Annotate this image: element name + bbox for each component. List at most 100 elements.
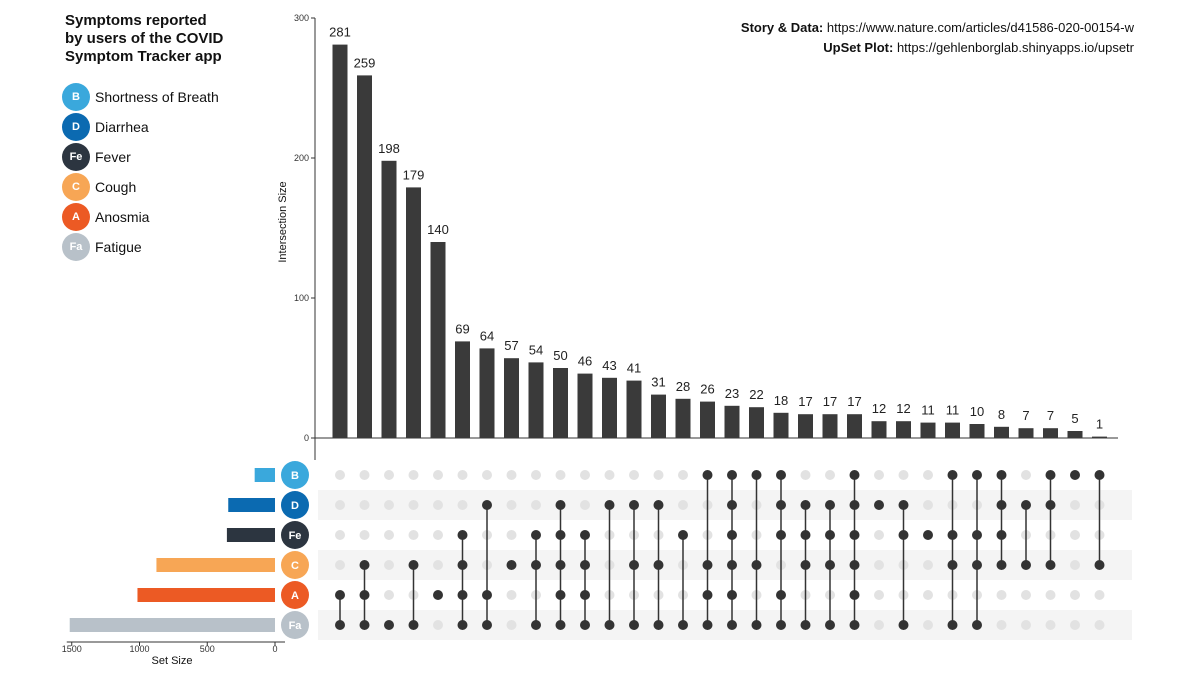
matrix-dot-inactive [1045,590,1056,600]
matrix-dot-active [702,560,713,570]
intersection-bar [651,394,666,438]
matrix-dot-active [359,620,370,630]
upset-credit: UpSet Plot: https://gehlenborglab.shinya… [741,38,1134,58]
matrix-row-band [318,550,1132,580]
set-badge-label: C [291,560,299,572]
matrix-dot-inactive [457,500,468,510]
matrix-dot-inactive [629,470,639,480]
intersection-bar [455,341,470,438]
legend-label: Fever [95,149,131,165]
legend: B Shortness of Breath D Diarrhea Fe Fever C Cou… [62,82,219,262]
bar-value-label: 7 [1047,408,1054,423]
matrix-dot-inactive [433,470,443,480]
set-badge-label: B [291,470,299,482]
matrix-dot-inactive [384,530,394,540]
matrix-dot-active [580,620,590,630]
matrix-dot-active [849,500,860,510]
intersection-bar [1092,436,1107,438]
intersection-bar [945,422,960,438]
matrix-dot-active [555,530,566,540]
legend-badge: Fa [62,233,90,261]
set-size-tick-label: 500 [200,644,215,654]
matrix-dot-inactive [531,470,541,480]
matrix-dot-inactive [923,500,933,510]
matrix-dot-active [1021,560,1031,570]
matrix-dot-active [874,500,884,510]
matrix-dot-inactive [506,470,517,480]
matrix-dot-active [776,470,786,480]
set-badge-label: D [291,500,299,512]
matrix-dot-active [996,470,1007,480]
upset-url[interactable]: https://gehlenborglab.shinyapps.io/upset… [896,40,1134,55]
matrix-dot-inactive [996,620,1007,630]
matrix-dot-active [629,620,639,630]
bar-value-label: 259 [354,55,376,70]
set-size-axis-title: Set Size [152,655,193,667]
matrix-dot-active [531,620,541,630]
legend-label: Anosmia [95,209,150,225]
matrix-dot-inactive [555,470,566,480]
matrix-dot-inactive [506,530,517,540]
matrix-dot-active [1045,500,1056,510]
matrix-dot-active [433,590,443,600]
matrix-dot-inactive [1070,560,1080,570]
set-size-bar [254,468,275,482]
matrix-dot-active [580,560,590,570]
matrix-dot-active [1094,560,1105,570]
intersection-bar [994,426,1009,438]
bar-value-label: 12 [872,401,886,416]
set-size-bar [69,618,275,632]
set-size-bar [137,588,275,602]
matrix-dot-inactive [335,530,345,540]
intersection-bar [626,380,642,438]
bar-value-label: 22 [749,387,763,402]
matrix-dot-active [898,500,909,510]
legend-label: Cough [95,179,137,195]
matrix-dot-inactive [384,470,394,480]
set-badge [281,521,309,549]
matrix-dot-inactive [1021,470,1031,480]
matrix-dot-inactive [996,590,1007,600]
matrix-dot-active [457,530,468,540]
matrix-dot-active [1045,470,1056,480]
y-axis-title: Intersection Size [277,181,289,262]
matrix-dot-inactive [506,500,517,510]
set-size-bar [228,498,275,512]
story-credit: Story & Data: https://www.nature.com/art… [741,18,1134,38]
matrix-dot-active [531,530,541,540]
matrix-dot-active [653,500,664,510]
intersection-bar [920,422,936,438]
bar-value-label: 23 [725,386,739,401]
matrix-dot-active [800,530,811,540]
matrix-dot-active [604,500,615,510]
matrix-dot-active [629,560,639,570]
bar-value-label: 1 [1096,417,1103,432]
matrix-row-band [318,490,1132,520]
upset-label: UpSet Plot: [823,40,894,55]
legend-badge: B [62,83,90,111]
matrix-dot-active [947,530,958,540]
chart-title: Symptoms reported by users of the COVID … [65,12,265,66]
matrix-dot-inactive [825,470,835,480]
matrix-dot-active [776,620,786,630]
bar-value-label: 31 [651,375,665,390]
bar-value-label: 41 [627,361,641,376]
legend-item: B Shortness of Breath [62,82,219,112]
title-line-3: Symptom Tracker app [65,48,222,65]
credits: Story & Data: https://www.nature.com/art… [741,18,1134,58]
bar-value-label: 26 [700,382,714,397]
bar-value-label: 57 [504,338,518,353]
intersection-bar [773,412,789,438]
story-url[interactable]: https://www.nature.com/articles/d41586-0… [826,20,1134,35]
matrix-dot-inactive [923,590,933,600]
matrix-dot-inactive [506,620,517,630]
matrix-dot-inactive [678,470,688,480]
set-badge [281,551,309,579]
legend-item: D Diarrhea [62,112,219,142]
matrix-dot-inactive [923,560,933,570]
bar-value-label: 179 [403,167,425,182]
matrix-dot-inactive [506,590,517,600]
matrix-dot-inactive [408,470,419,480]
matrix-dot-active [580,590,590,600]
matrix-dot-inactive [384,590,394,600]
